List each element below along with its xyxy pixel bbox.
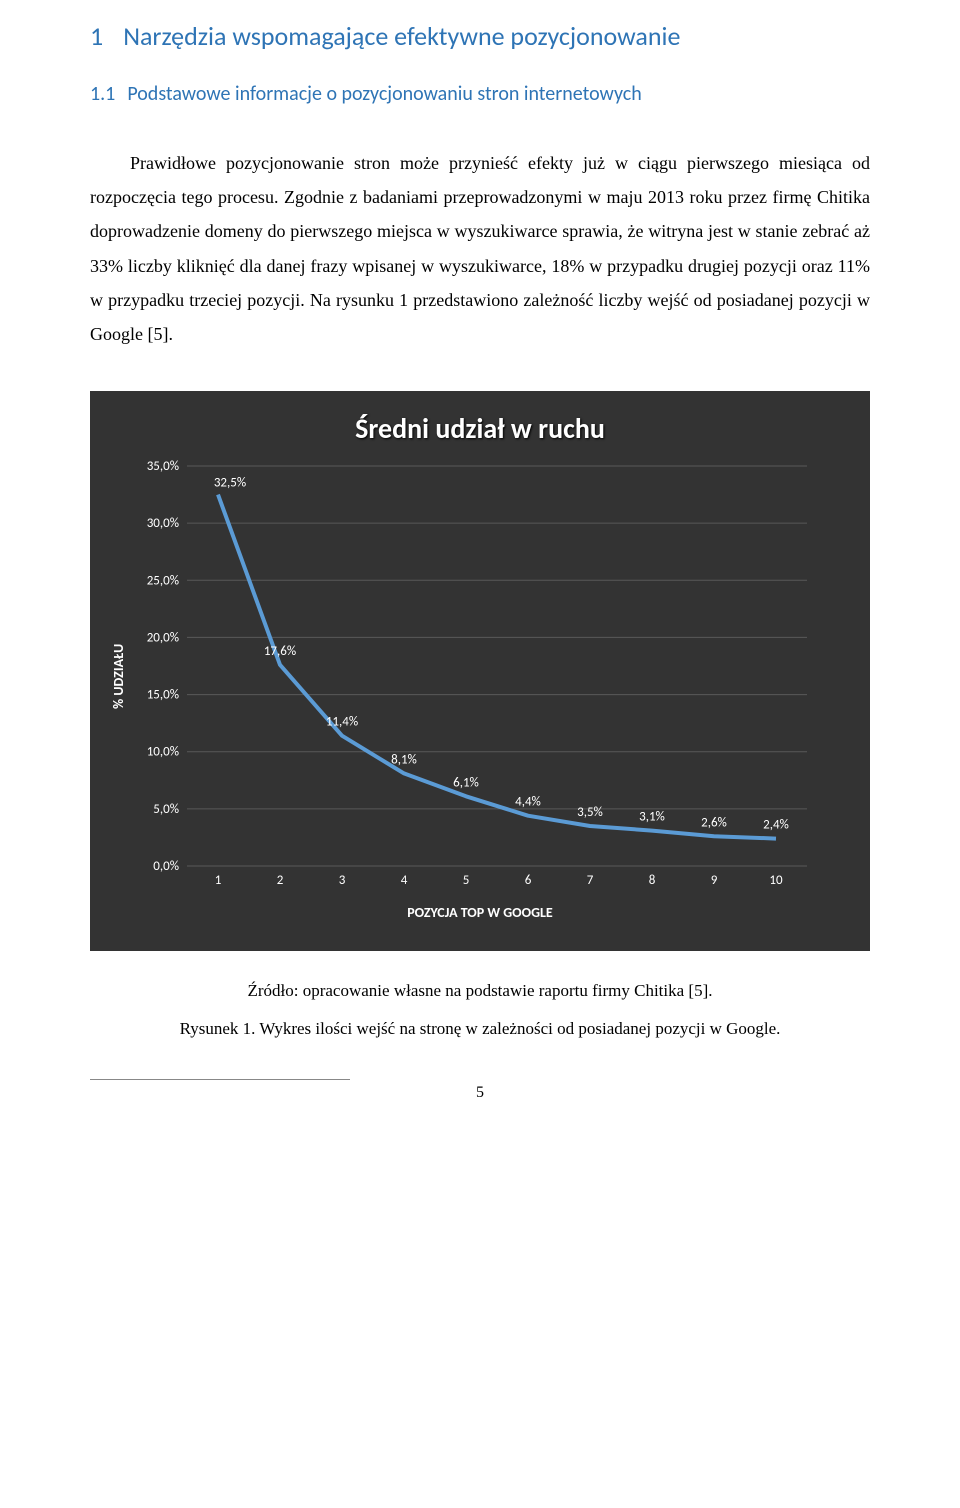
svg-text:11,4%: 11,4%	[326, 715, 358, 730]
source-line: Źródło: opracowanie własne na podstawie …	[90, 981, 870, 1001]
svg-text:17,6%: 17,6%	[264, 644, 296, 659]
svg-text:25,0%: 25,0%	[147, 573, 179, 588]
heading-2: 1.1 Podstawowe informacje o pozycjonowani…	[90, 82, 870, 106]
body-paragraph: Prawidłowe pozycjonowanie stron może prz…	[90, 146, 870, 351]
heading-1: 1 Narzędzia wspomagające efektywne pozycj…	[90, 20, 870, 52]
svg-text:32,5%: 32,5%	[214, 476, 246, 491]
svg-text:1: 1	[215, 873, 222, 888]
svg-text:6: 6	[525, 873, 532, 888]
heading-1-text: Narzędzia wspomagające efektywne pozycjo…	[123, 20, 680, 52]
heading-2-number: 1.1	[90, 82, 115, 106]
page-number: 5	[90, 1084, 870, 1102]
svg-text:9: 9	[711, 873, 718, 888]
svg-text:10,0%: 10,0%	[147, 745, 179, 760]
svg-text:3,1%: 3,1%	[639, 810, 665, 825]
svg-text:2,4%: 2,4%	[763, 818, 789, 833]
svg-text:10: 10	[769, 873, 783, 888]
chart-xlabel: POZYCJA TOP W GOOGLE	[110, 904, 850, 921]
svg-text:35,0%: 35,0%	[147, 459, 179, 474]
svg-text:5: 5	[463, 873, 470, 888]
svg-text:0,0%: 0,0%	[153, 859, 179, 874]
chart-ylabel: % UDZIAŁU	[110, 456, 127, 896]
svg-text:3,5%: 3,5%	[577, 805, 603, 820]
svg-text:8: 8	[649, 873, 656, 888]
svg-text:20,0%: 20,0%	[147, 631, 179, 646]
svg-text:8,1%: 8,1%	[391, 753, 417, 768]
svg-text:2: 2	[277, 873, 284, 888]
svg-text:5,0%: 5,0%	[153, 802, 179, 817]
chart-title: Średni udział w ruchu	[110, 411, 850, 446]
svg-text:4: 4	[401, 873, 408, 888]
svg-text:4,4%: 4,4%	[515, 795, 541, 810]
figure-caption: Rysunek 1. Wykres ilości wejść na stronę…	[90, 1019, 870, 1039]
svg-text:2,6%: 2,6%	[701, 815, 727, 830]
svg-text:7: 7	[587, 873, 594, 888]
chart-svg: 0,0% 5,0% 10,0% 15,0% 20,0% 25,0% 30,0% 35,0% 1 2…	[127, 456, 827, 896]
svg-text:3: 3	[339, 873, 346, 888]
svg-text:15,0%: 15,0%	[147, 688, 179, 703]
svg-text:6,1%: 6,1%	[453, 775, 479, 790]
svg-text:30,0%: 30,0%	[147, 516, 179, 531]
heading-2-text: Podstawowe informacje o pozycjonowaniu s…	[127, 82, 641, 106]
heading-1-number: 1	[90, 20, 103, 52]
footer-rule	[90, 1079, 350, 1080]
chart-container: Średni udział w ruchu % UDZIAŁU 0,0% 5,0%…	[90, 391, 870, 951]
